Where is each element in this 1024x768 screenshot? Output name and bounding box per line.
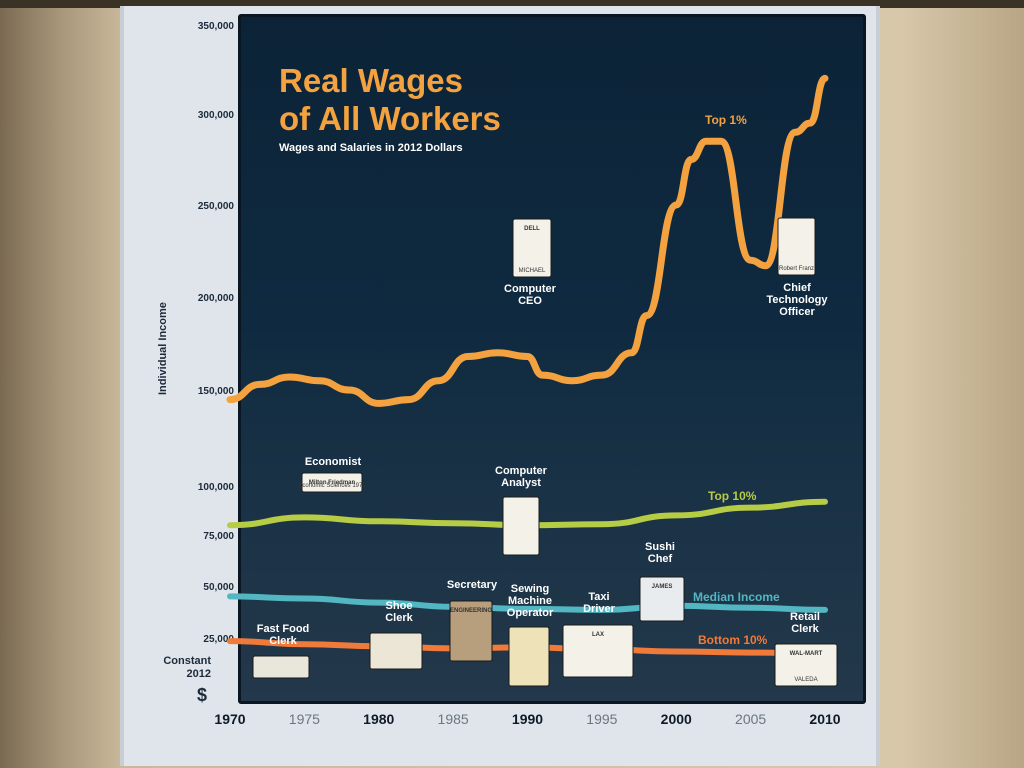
x-ticks: 1970 1975 1980 1985 1990 1995 2000 2005 2010 [214, 711, 840, 727]
badge-fast-food-clerk [252, 655, 310, 679]
chart-title-line1: Real Wages [279, 62, 463, 99]
series-labels: Top 1% Top 10% Median Income Bottom 10% [693, 113, 780, 647]
badge-chief-technology-officer [777, 217, 816, 276]
badge-retail-clerk [774, 643, 838, 687]
badge-taxi-driver [562, 624, 634, 678]
occupation-label-sewing-machine-operator: Sewing [511, 583, 550, 595]
chart-title-line2: of All Workers [279, 100, 501, 137]
occupation-label-sushi-chef: Sushi [645, 541, 675, 553]
chart-panel [238, 14, 866, 704]
y-axis-title: Individual Income [157, 302, 169, 395]
wall-trim [0, 0, 1024, 8]
y-axis-unit-line2: 2012 [187, 668, 211, 680]
series-label: Median Income [693, 590, 780, 604]
y-tick-label: 350,000 [198, 21, 235, 32]
occupation-label-fast-food-clerk: Clerk [269, 635, 297, 647]
occupation-label-taxi-driver: Driver [583, 603, 616, 615]
y-tick-label: 100,000 [198, 482, 235, 493]
y-tick-label: 200,000 [198, 293, 235, 304]
y-tick-label: 75,000 [203, 531, 234, 542]
occupation-label-computer-ceo: CEO [518, 295, 542, 307]
x-tick-label: 1990 [512, 711, 543, 727]
badge-computer-ceo [512, 218, 552, 278]
badge-sewing-machine-operator [508, 626, 550, 687]
badge-text: JAMES [652, 584, 673, 590]
occupation-label-retail-clerk: Retail [790, 611, 820, 623]
occupation-label-sushi-chef: Chef [648, 553, 673, 565]
currency-symbol: $ [197, 685, 207, 705]
badge-secretary [449, 600, 493, 662]
y-tick-label: 250,000 [198, 201, 235, 212]
occupation-markers: ComputerCEODELLMICHAELChiefTechnologyOff… [252, 217, 838, 687]
occupation-label-fast-food-clerk: Fast Food [257, 623, 310, 635]
occupation-label-computer-analyst: Analyst [501, 477, 541, 489]
chart-subtitle: Wages and Salaries in 2012 Dollars [279, 142, 463, 154]
occupation-label-chief-technology-officer: Technology [767, 294, 829, 306]
occupation-label-secretary: Secretary [447, 579, 498, 591]
x-tick-label: 1985 [438, 711, 469, 727]
x-tick-label: 1980 [363, 711, 394, 727]
series-lines [226, 74, 829, 657]
badge-text: WAL-MART [790, 651, 823, 657]
series-line-top-1- [226, 74, 829, 407]
x-tick-label: 1975 [289, 711, 320, 727]
x-tick-label: 2000 [661, 711, 692, 727]
occupation-label-economist: Economist [305, 456, 362, 468]
badge-shoe-clerk [369, 632, 423, 670]
y-tick-label: 300,000 [198, 110, 235, 121]
occupation-label-retail-clerk: Clerk [791, 623, 819, 635]
badge-name: MICHAEL [519, 268, 546, 274]
y-ticks: 25,000 50,000 75,000 100,000 150,000 200,000 2… [198, 21, 235, 645]
x-tick-label: 2010 [809, 711, 840, 727]
badge-name: Robert Franz [779, 266, 814, 272]
x-tick-label: 1995 [586, 711, 617, 727]
x-tick-label: 1970 [214, 711, 245, 727]
occupation-label-sewing-machine-operator: Operator [507, 607, 554, 619]
y-tick-label: 150,000 [198, 386, 235, 397]
occupation-label-chief-technology-officer: Officer [779, 306, 815, 318]
series-label: Bottom 10% [698, 633, 768, 647]
occupation-label-sewing-machine-operator: Machine [508, 595, 552, 607]
occupation-label-taxi-driver: Taxi [588, 591, 609, 603]
badge-text: DELL [524, 226, 540, 232]
y-tick-label: 50,000 [203, 582, 234, 593]
series-label: Top 10% [708, 489, 757, 503]
occupation-label-shoe-clerk: Clerk [385, 612, 413, 624]
y-axis-unit-line1: Constant [163, 655, 211, 667]
badge-text: ENGINEERING [450, 608, 492, 614]
x-tick-label: 2005 [735, 711, 766, 727]
badge-sushi-chef [639, 576, 685, 622]
occupation-label-chief-technology-officer: Chief [783, 282, 811, 294]
series-label: Top 1% [705, 113, 747, 127]
badge-name: VALEDA [794, 677, 817, 683]
occupation-label-computer-ceo: Computer [504, 283, 557, 295]
y-tick-label: 25,000 [203, 634, 234, 645]
badge-text: Milton Friedman [309, 480, 356, 486]
badge-text: LAX [592, 632, 604, 638]
occupation-label-computer-analyst: Computer [495, 465, 548, 477]
occupation-label-shoe-clerk: Shoe [386, 600, 413, 612]
badge-economist [301, 472, 363, 493]
badge-computer-analyst [502, 496, 540, 556]
series-line-median-income [227, 593, 828, 613]
badge-name: Economic Sciences 1976 [298, 483, 366, 489]
